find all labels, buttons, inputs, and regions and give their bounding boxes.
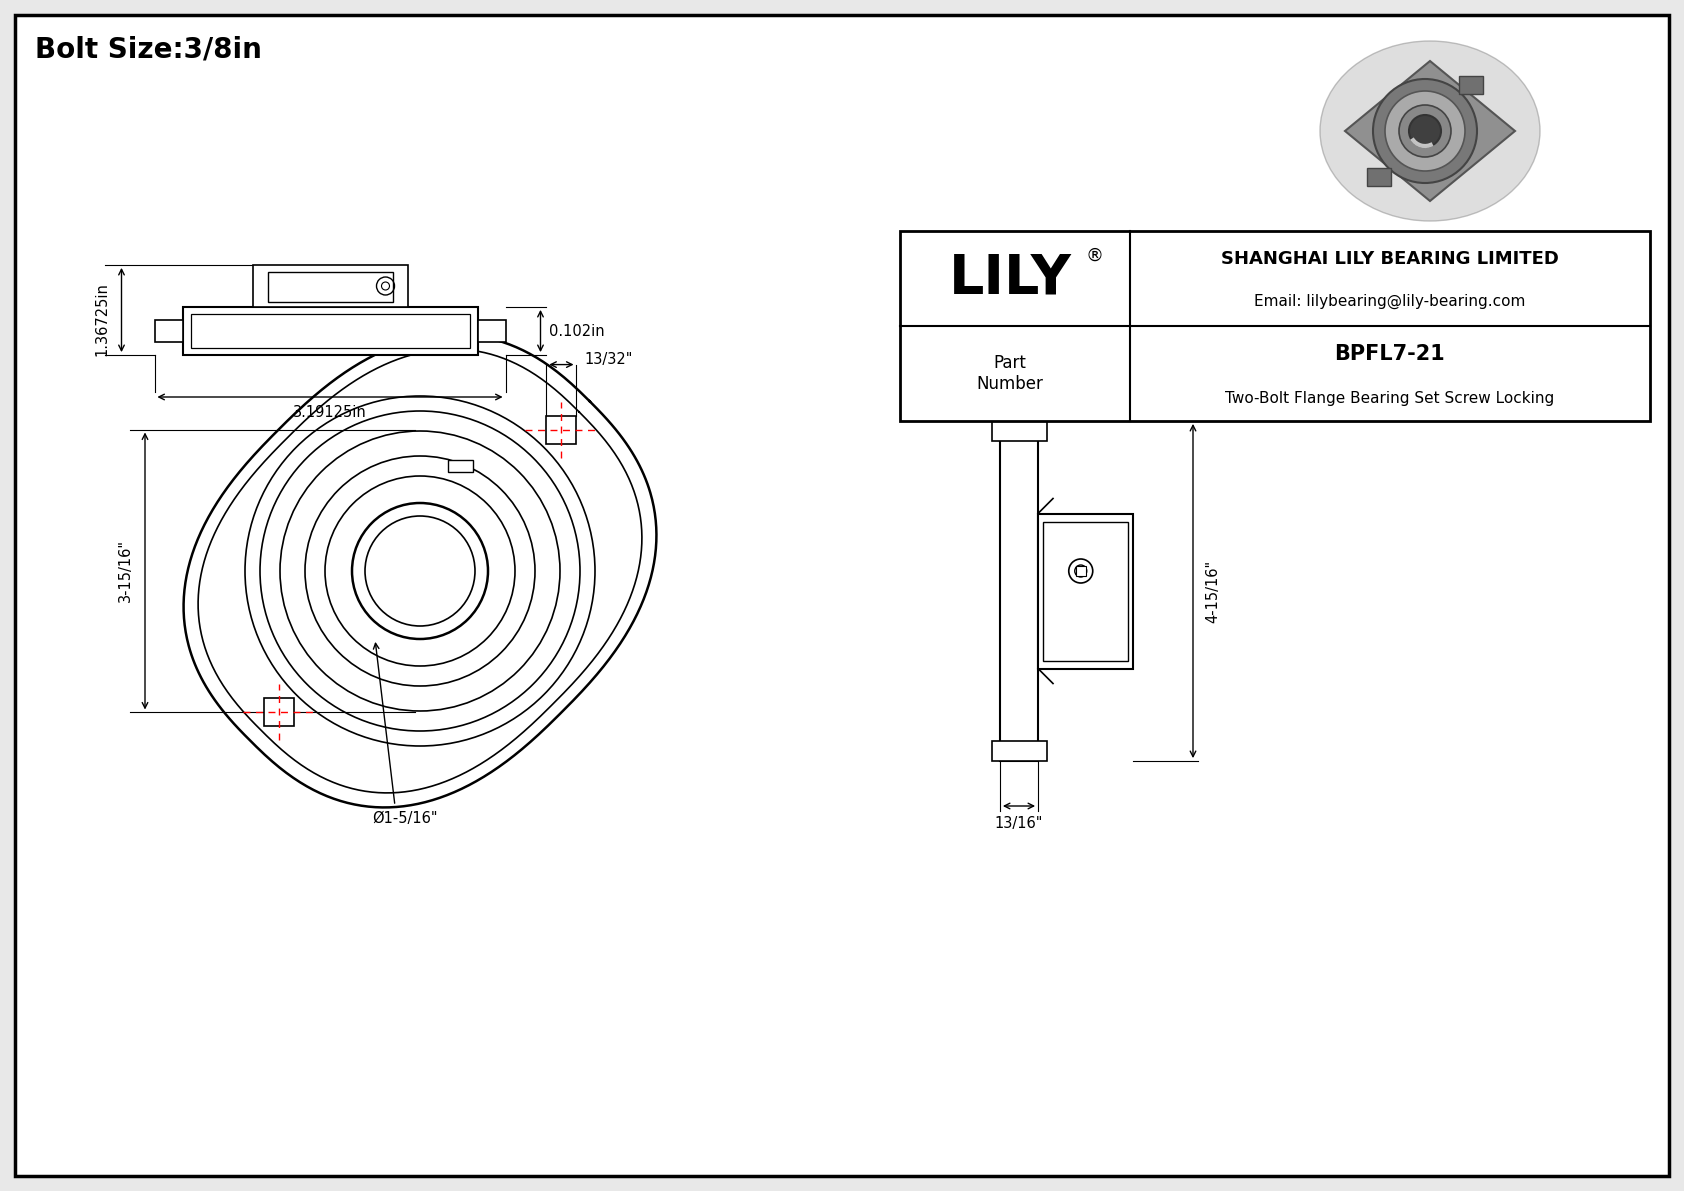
Circle shape [1384, 91, 1465, 172]
Text: Ø1-5/16": Ø1-5/16" [372, 811, 438, 827]
Bar [546, 416, 576, 443]
Bar [253, 266, 408, 307]
Text: Two-Bolt Flange Bearing Set Screw Locking: Two-Bolt Flange Bearing Set Screw Lockin… [1226, 391, 1554, 406]
Bar [992, 741, 1046, 761]
Text: 1.36725in: 1.36725in [94, 282, 109, 356]
Text: Email: lilybearing@lily-bearing.com: Email: lilybearing@lily-bearing.com [1255, 294, 1526, 308]
Text: Bolt Size:3/8in: Bolt Size:3/8in [35, 36, 263, 64]
Text: LILY: LILY [948, 251, 1071, 306]
Text: BPFL7-21: BPFL7-21 [1335, 344, 1445, 364]
Text: Part
Number: Part Number [977, 354, 1044, 393]
Bar [1042, 522, 1128, 661]
Text: SHANGHAI LILY BEARING LIMITED: SHANGHAI LILY BEARING LIMITED [1221, 250, 1559, 268]
Bar [899, 231, 1650, 420]
Circle shape [1399, 105, 1452, 157]
Bar [268, 272, 392, 303]
Text: 4-15/16": 4-15/16" [1206, 560, 1219, 623]
Text: ®: ® [1086, 247, 1105, 264]
Bar [1367, 168, 1391, 186]
Circle shape [1410, 116, 1442, 146]
Text: 3-15/16": 3-15/16" [118, 540, 133, 603]
Text: 3.19125in: 3.19125in [293, 405, 367, 420]
Circle shape [1372, 79, 1477, 183]
Text: 1.2955in: 1.2955in [987, 349, 1051, 364]
Text: 13/16": 13/16" [995, 816, 1042, 831]
Bar [1000, 420, 1037, 761]
Bar [190, 314, 470, 348]
Polygon shape [1346, 61, 1516, 201]
Bar [264, 698, 293, 727]
Text: 0.102in: 0.102in [549, 324, 605, 338]
Bar [1458, 76, 1484, 94]
Bar [1076, 566, 1086, 576]
Text: 13/32": 13/32" [584, 353, 633, 367]
Bar [1037, 513, 1133, 668]
Bar [448, 460, 473, 472]
Bar [182, 307, 478, 355]
Bar [478, 320, 505, 342]
Bar [992, 420, 1046, 441]
Bar [155, 320, 182, 342]
Ellipse shape [1320, 40, 1539, 222]
